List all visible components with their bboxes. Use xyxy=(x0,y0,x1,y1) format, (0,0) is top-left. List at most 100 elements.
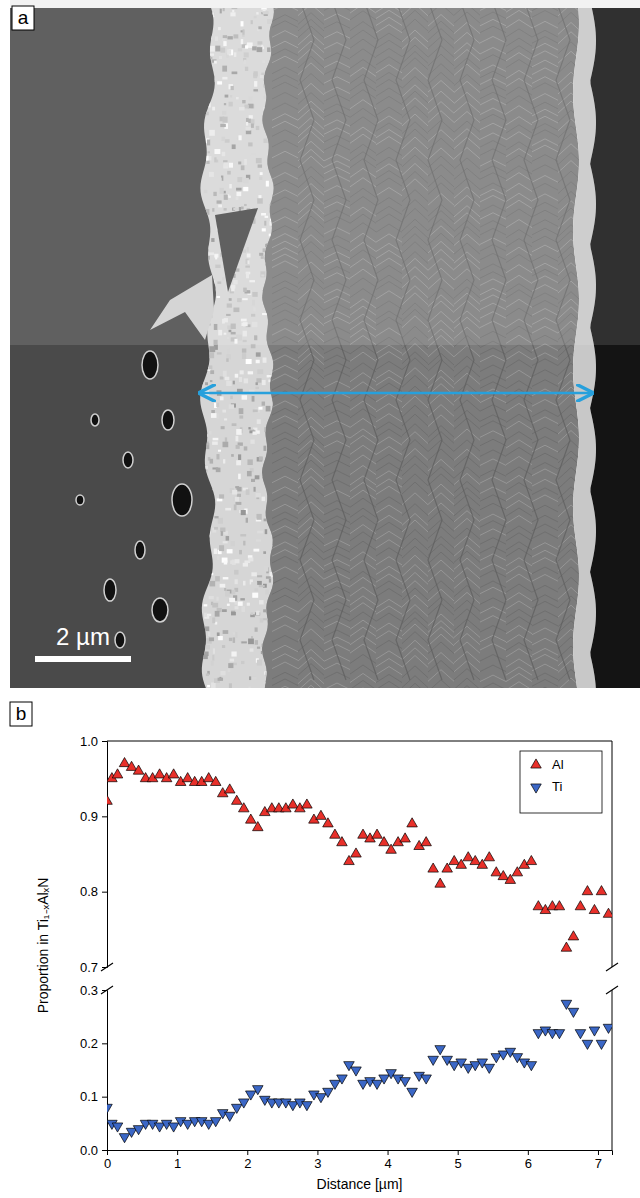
texture-line xyxy=(376,522,402,530)
speckle xyxy=(273,618,276,621)
point xyxy=(168,769,179,778)
speckle xyxy=(256,382,258,385)
point xyxy=(239,803,250,812)
point xyxy=(526,1062,537,1071)
texture-line xyxy=(324,637,350,643)
texture-line xyxy=(350,561,376,570)
legend-label: Ti xyxy=(552,779,562,794)
point xyxy=(582,1040,593,1049)
texture-line xyxy=(480,382,506,388)
texture-line xyxy=(532,370,558,377)
texture-line xyxy=(402,538,428,550)
speckle xyxy=(235,559,240,563)
speckle xyxy=(259,456,263,460)
texture-line xyxy=(324,501,350,507)
texture-line xyxy=(298,495,324,507)
y-tick-mark xyxy=(102,1097,107,1098)
texture-line xyxy=(298,409,324,421)
texture-line xyxy=(324,560,350,566)
speckle xyxy=(242,348,246,352)
texture-line xyxy=(350,466,376,475)
speckle xyxy=(212,617,215,623)
speckle xyxy=(279,433,285,438)
texture-line xyxy=(402,640,428,652)
speckle xyxy=(223,541,228,543)
texture-line xyxy=(506,584,532,592)
point xyxy=(337,837,348,846)
texture-line xyxy=(324,630,350,636)
x-tick-label: 7 xyxy=(595,1156,602,1171)
speckle xyxy=(230,396,233,399)
speckle xyxy=(267,443,269,446)
point xyxy=(210,776,221,785)
speckle xyxy=(274,439,277,443)
texture-line xyxy=(506,370,532,378)
point xyxy=(253,1086,264,1095)
texture-line xyxy=(480,459,506,465)
speckle xyxy=(248,558,253,562)
texture-line xyxy=(532,399,558,406)
speckle xyxy=(223,371,227,377)
speckle xyxy=(248,639,254,645)
speckle xyxy=(262,380,266,385)
texture-line xyxy=(428,552,454,564)
texture-line xyxy=(272,595,298,602)
texture-line xyxy=(480,405,506,411)
speckle xyxy=(257,457,263,461)
texture-line xyxy=(532,505,558,512)
texture-line xyxy=(454,585,480,596)
speckle xyxy=(210,370,214,374)
speckle xyxy=(261,651,267,654)
y-tick-label: 0.1 xyxy=(80,1089,98,1104)
speckle xyxy=(204,470,207,472)
speckle xyxy=(231,454,234,457)
speckle xyxy=(233,663,237,665)
texture-line xyxy=(532,410,558,417)
texture-line xyxy=(272,401,298,408)
speckle xyxy=(229,638,232,641)
pore xyxy=(76,495,84,505)
point xyxy=(224,784,235,793)
texture-line xyxy=(272,416,298,423)
texture-line xyxy=(532,567,558,574)
pore xyxy=(135,541,145,559)
speckle xyxy=(237,494,241,497)
speckle xyxy=(250,648,254,651)
speckle xyxy=(217,498,223,501)
panel-label-box xyxy=(12,6,34,30)
texture-line xyxy=(402,565,428,577)
texture-line xyxy=(402,555,428,567)
speckle xyxy=(204,613,207,617)
texture-line xyxy=(454,600,480,611)
x-tick: 5 xyxy=(455,1150,462,1171)
texture-line xyxy=(272,625,298,632)
speckle xyxy=(217,632,220,636)
texture-line xyxy=(298,417,324,429)
speckle xyxy=(200,648,202,651)
texture-line xyxy=(298,460,324,472)
figure: 2 µmab0.00.10.20.30.70.80.91.001234567Di… xyxy=(0,0,640,1198)
y-tick-label: 0.0 xyxy=(80,1143,98,1158)
x-tick: 2 xyxy=(244,1150,251,1171)
speckle xyxy=(263,551,266,554)
texture-line xyxy=(272,457,298,464)
y-tick-label: 0.2 xyxy=(80,1036,98,1051)
speckle xyxy=(270,459,274,465)
texture-line xyxy=(428,537,454,549)
texture-line xyxy=(402,375,428,387)
texture-line xyxy=(506,492,532,500)
texture-line xyxy=(480,431,506,437)
texture-line xyxy=(272,532,298,539)
speckle xyxy=(270,465,275,469)
speckle xyxy=(231,611,235,615)
texture-line xyxy=(506,360,532,368)
speckle xyxy=(276,434,281,440)
texture-line xyxy=(376,454,402,462)
x-tick-mark xyxy=(177,1150,178,1155)
speckle xyxy=(274,503,280,509)
point xyxy=(582,886,593,895)
speckle xyxy=(227,549,233,553)
texture-line xyxy=(272,616,298,623)
x-tick-mark xyxy=(388,1150,389,1155)
speckle xyxy=(227,604,230,606)
